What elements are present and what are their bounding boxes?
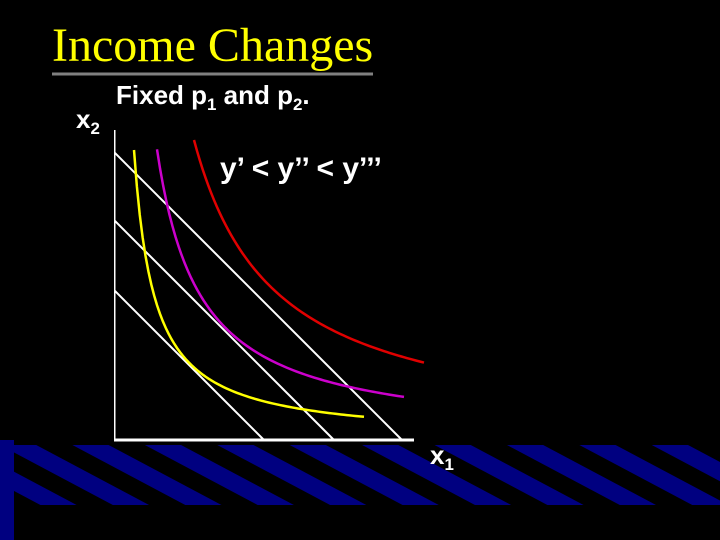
economics-chart [114,130,434,460]
slide-title-text: Income Changes [52,19,373,72]
slide-subtitle: Fixed p1 and p2. [116,80,310,111]
title-underline [52,71,373,77]
y-axis-label: x2 [76,104,100,135]
slide-title: Income Changes [52,18,373,73]
